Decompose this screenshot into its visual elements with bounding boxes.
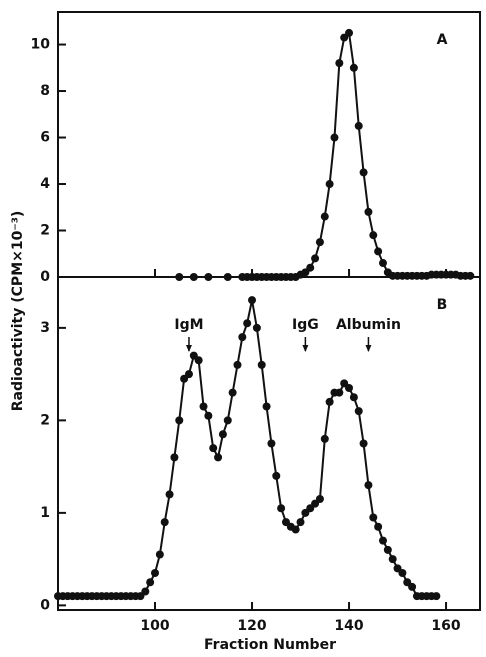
data-point (151, 569, 160, 577)
data-point (374, 522, 383, 531)
plot-frame (57, 11, 481, 278)
data-point (320, 212, 329, 221)
data-point (398, 569, 407, 577)
y-tick-label: 4 (40, 176, 50, 192)
data-point (408, 582, 417, 591)
data-point (165, 490, 174, 499)
data-point (369, 231, 378, 240)
data-point (378, 259, 387, 268)
data-point (335, 388, 344, 397)
data-point (248, 296, 257, 305)
data-point (141, 587, 150, 596)
panel-label: B (437, 297, 448, 313)
data-point (364, 207, 373, 216)
annotation-arrowhead (365, 345, 372, 352)
y-tick-label: 3 (40, 320, 50, 336)
data-point (315, 495, 324, 503)
y-tick-label: 0 (40, 269, 50, 285)
data-point (296, 518, 305, 527)
data-line (58, 299, 437, 598)
data-point (320, 434, 329, 443)
data-point (209, 444, 218, 453)
data-point (388, 555, 397, 564)
data-point (194, 356, 203, 365)
data-point (160, 518, 169, 527)
data-point (359, 168, 368, 177)
data-point (374, 247, 383, 256)
y-axis-label: Radioactivity (CPM×10⁻³) (10, 211, 26, 412)
y-tick-label: 0 (40, 597, 50, 613)
data-point (238, 333, 247, 342)
plot-frame (57, 276, 481, 611)
data-point (330, 133, 339, 142)
x-tick-label: 120 (237, 618, 266, 634)
data-point (345, 384, 354, 392)
data-point (184, 370, 193, 379)
data-point (146, 578, 155, 587)
y-tick-label: 10 (31, 37, 51, 53)
data-point (228, 388, 237, 397)
data-point (223, 416, 232, 425)
data-point (349, 63, 358, 72)
data-point (369, 513, 378, 522)
annotation: IgG (292, 317, 319, 333)
data-point (349, 393, 358, 402)
data-point (272, 471, 281, 480)
x-tick-label: 100 (140, 618, 169, 634)
data-point (233, 360, 242, 369)
data-point (354, 407, 363, 416)
y-tick-label: 2 (40, 412, 50, 428)
data-point (175, 416, 184, 425)
data-point (277, 504, 286, 513)
data-point (170, 453, 179, 462)
x-tick-label: 160 (431, 618, 460, 634)
data-point (262, 402, 271, 411)
y-tick-label: 2 (40, 223, 50, 239)
x-tick-label: 140 (334, 618, 363, 634)
y-tick-label: 8 (40, 83, 50, 99)
data-point (291, 525, 300, 534)
data-point (257, 360, 266, 369)
data-point (325, 180, 334, 189)
x-axis-label: Fraction Number (204, 637, 336, 653)
data-point (199, 402, 208, 411)
data-point (383, 545, 392, 554)
data-point (315, 238, 324, 247)
data-point (243, 319, 252, 328)
data-point (325, 397, 334, 406)
annotation: IgM (174, 317, 203, 333)
data-point (267, 439, 276, 448)
annotation: Albumin (336, 317, 401, 333)
data-point (214, 453, 223, 462)
data-point (335, 59, 344, 68)
y-tick-label: 6 (40, 130, 50, 146)
annotation-arrowhead (185, 345, 192, 352)
data-point (359, 439, 368, 448)
y-tick-label: 1 (40, 505, 50, 521)
data-point (432, 592, 441, 601)
data-line (179, 30, 471, 278)
data-point (155, 550, 164, 559)
annotation-arrowhead (302, 345, 309, 352)
data-point (345, 28, 354, 37)
data-point (306, 263, 315, 272)
data-point (364, 481, 373, 490)
panel-label: A (437, 32, 448, 48)
data-point (466, 271, 475, 280)
data-point (311, 254, 320, 263)
data-point (204, 411, 213, 420)
data-point (252, 323, 261, 332)
data-point (218, 430, 227, 439)
data-point (354, 121, 363, 130)
data-point (378, 536, 387, 545)
